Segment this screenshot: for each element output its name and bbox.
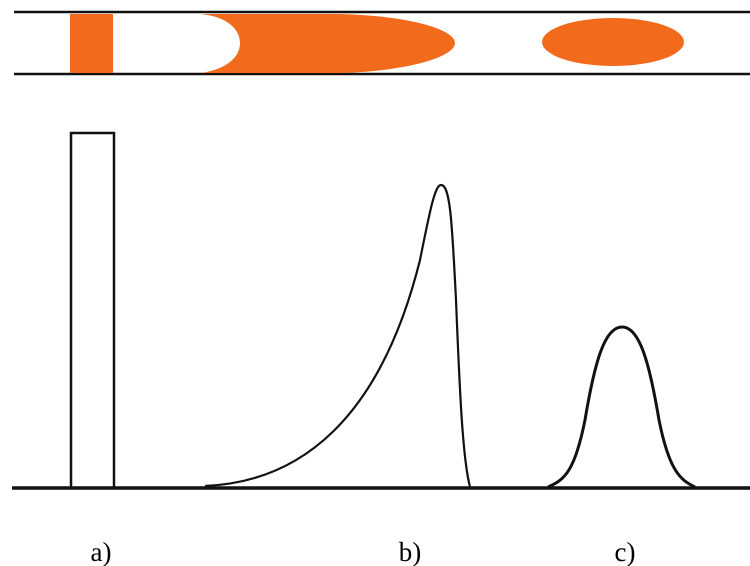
plug-flow-slug — [70, 14, 113, 73]
label-a: a) — [91, 537, 112, 566]
dispersed-slug — [542, 18, 684, 66]
profile-a — [69, 131, 116, 490]
label-b: b) — [399, 537, 422, 566]
laminar-flow-slug — [200, 14, 455, 73]
profile-b — [204, 183, 472, 488]
label-c: c) — [615, 537, 636, 566]
profile-c — [547, 325, 696, 489]
